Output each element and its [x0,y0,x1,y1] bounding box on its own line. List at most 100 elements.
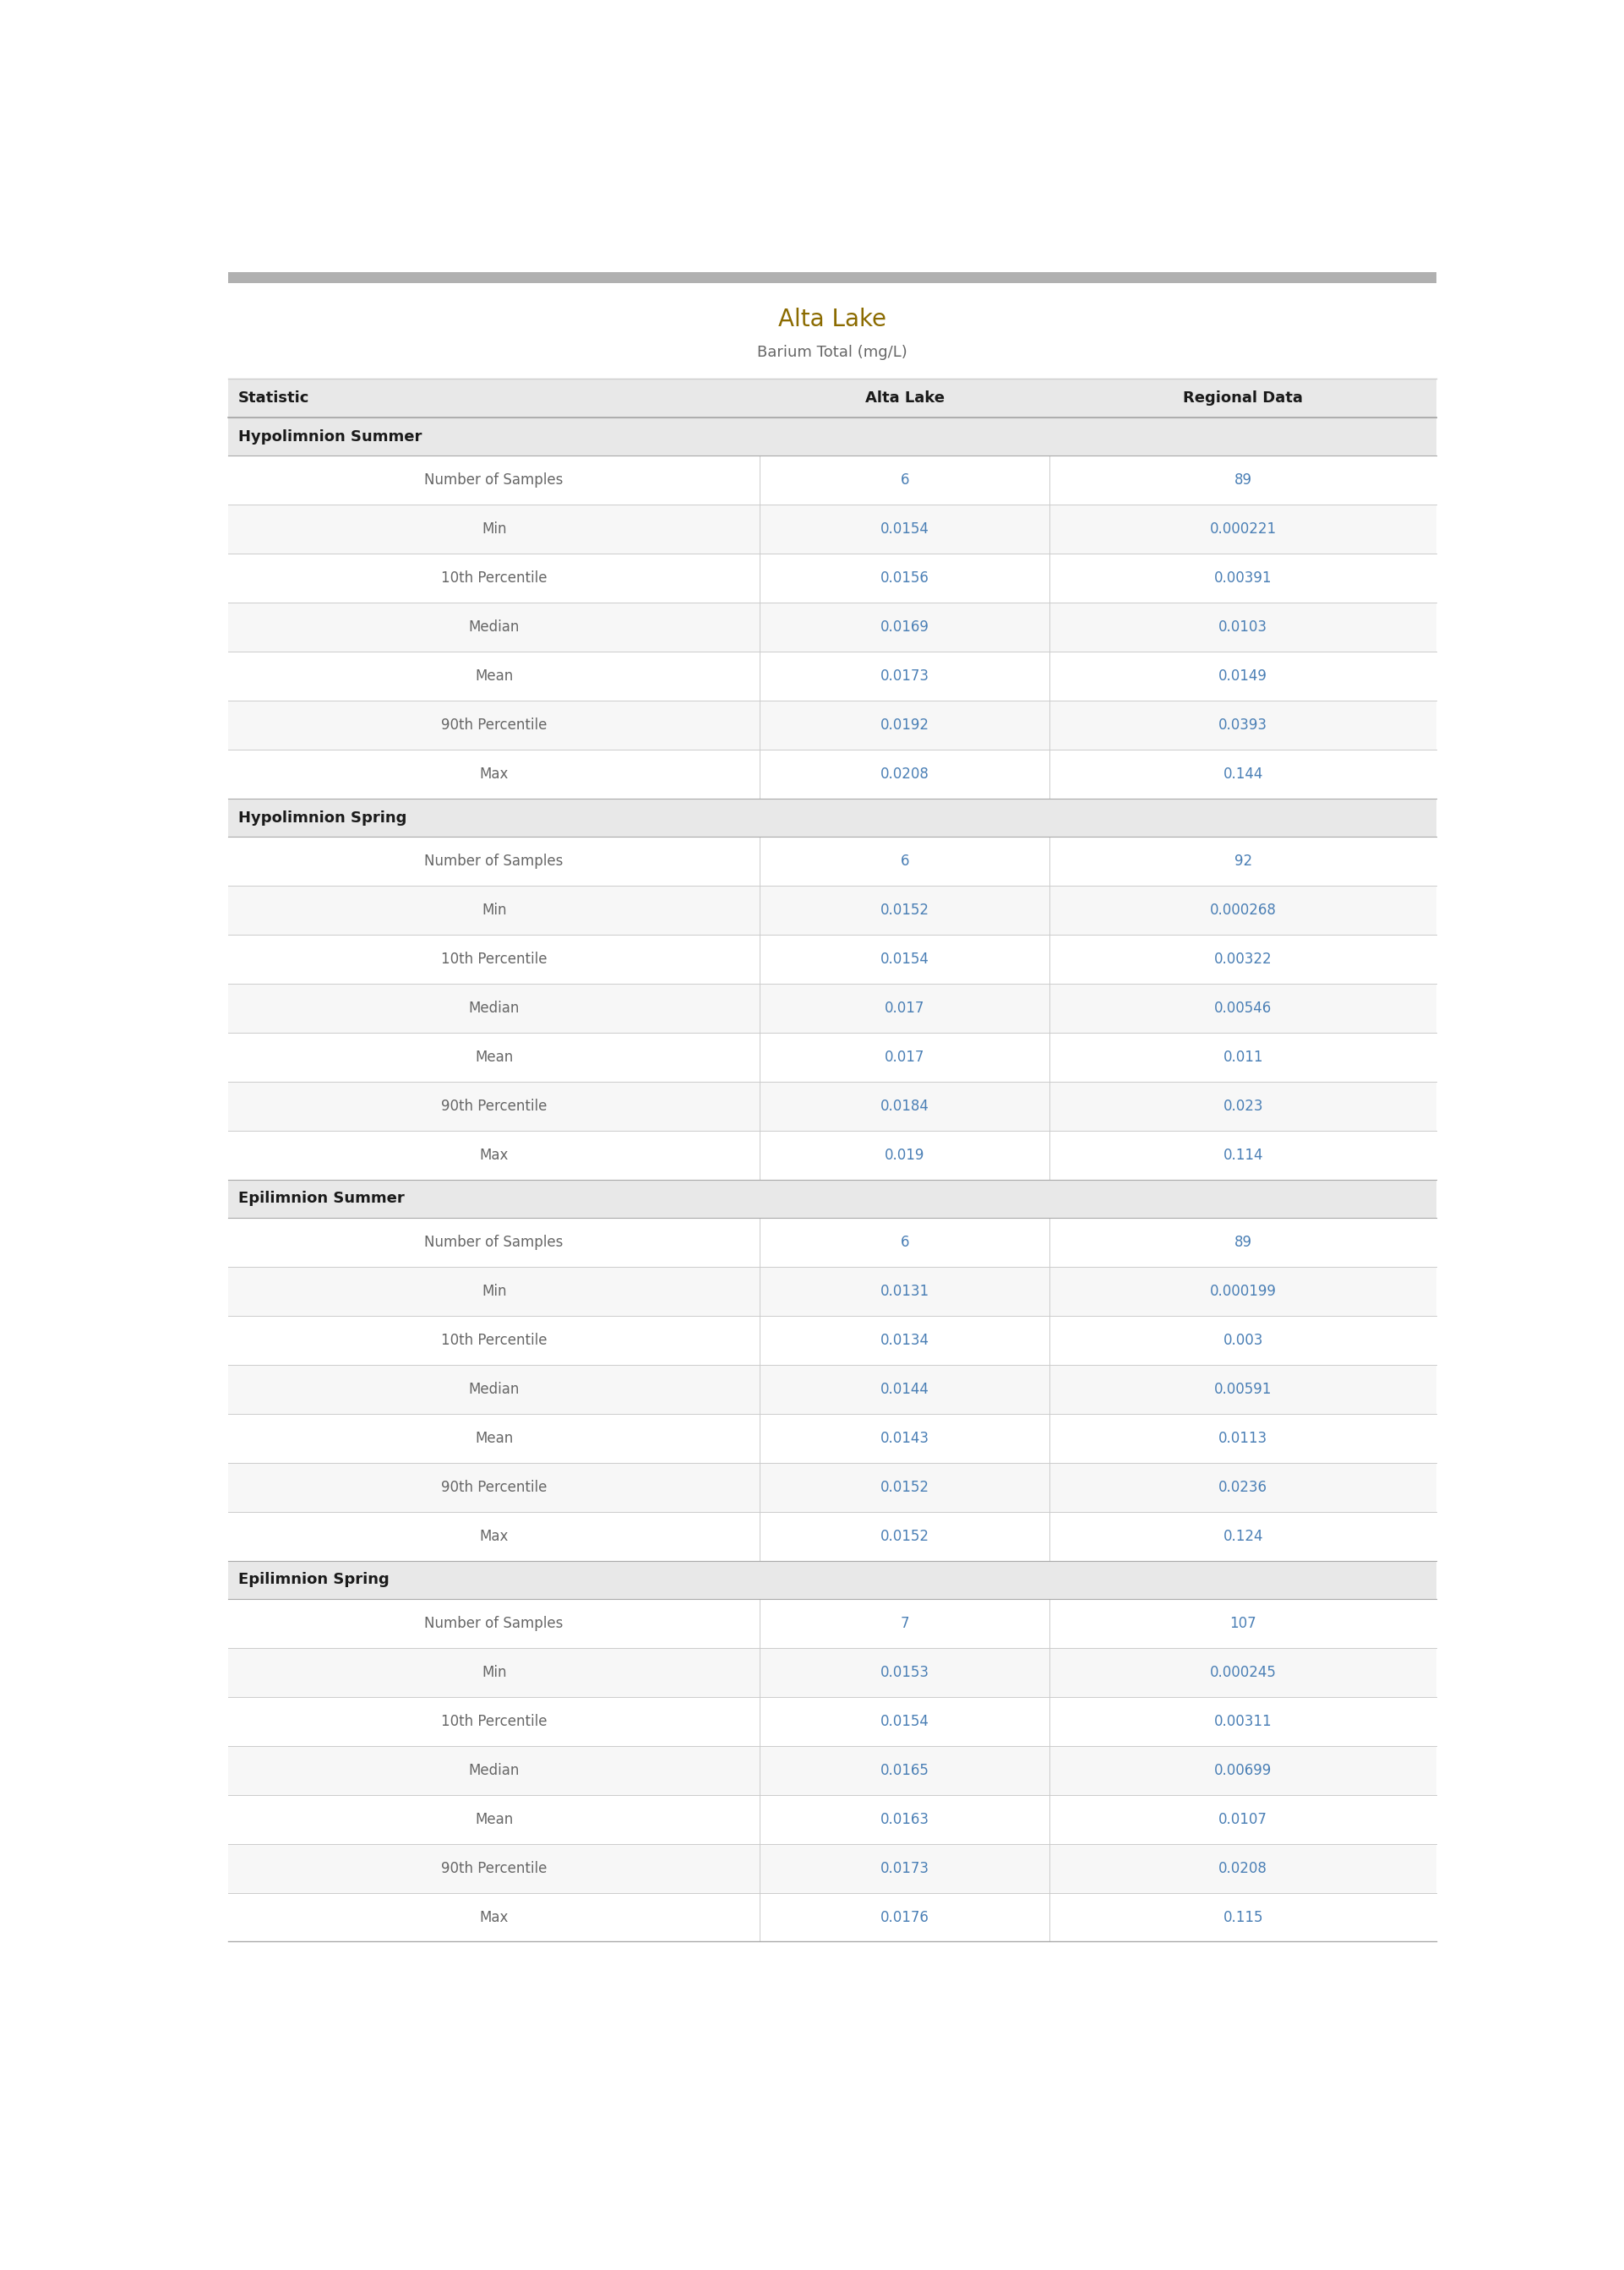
FancyBboxPatch shape [227,749,1437,799]
FancyBboxPatch shape [227,1648,1437,1698]
Text: Min: Min [482,1285,507,1298]
Text: Median: Median [468,1382,520,1396]
Text: Max: Max [479,1528,508,1544]
FancyBboxPatch shape [227,1843,1437,1893]
FancyBboxPatch shape [227,554,1437,604]
FancyBboxPatch shape [227,456,1437,504]
Text: 0.0103: 0.0103 [1218,620,1268,636]
Text: Mean: Mean [474,1430,513,1446]
Text: Regional Data: Regional Data [1184,390,1302,406]
Text: Statistic: Statistic [239,390,310,406]
Text: 0.011: 0.011 [1223,1049,1263,1065]
FancyBboxPatch shape [227,1364,1437,1414]
Text: 0.0154: 0.0154 [880,522,929,538]
FancyBboxPatch shape [227,1462,1437,1512]
Text: Max: Max [479,1909,508,1925]
Text: 0.0393: 0.0393 [1218,717,1268,733]
Text: Hypolimnion Summer: Hypolimnion Summer [239,429,422,445]
Text: 0.144: 0.144 [1223,767,1263,781]
Text: 0.019: 0.019 [885,1146,924,1162]
Text: 0.0169: 0.0169 [880,620,929,636]
Text: Min: Min [482,903,507,917]
Text: 0.0208: 0.0208 [880,767,929,781]
Text: 0.00322: 0.00322 [1215,951,1272,967]
FancyBboxPatch shape [227,1698,1437,1746]
Text: 89: 89 [1234,472,1252,488]
FancyBboxPatch shape [227,701,1437,749]
FancyBboxPatch shape [227,272,1437,284]
Text: 10th Percentile: 10th Percentile [442,570,547,586]
Text: Hypolimnion Spring: Hypolimnion Spring [239,810,406,826]
Text: 0.00546: 0.00546 [1215,1001,1272,1017]
FancyBboxPatch shape [227,885,1437,935]
FancyBboxPatch shape [227,1180,1437,1219]
Text: 0.0236: 0.0236 [1218,1480,1268,1496]
Text: 0.0144: 0.0144 [880,1382,929,1396]
Text: 0.0184: 0.0184 [880,1099,929,1115]
Text: 0.0152: 0.0152 [880,903,929,917]
Text: 90th Percentile: 90th Percentile [442,1480,547,1496]
FancyBboxPatch shape [227,1512,1437,1559]
Text: Number of Samples: Number of Samples [424,854,564,869]
Text: 0.0153: 0.0153 [880,1664,929,1680]
Text: 6: 6 [900,472,909,488]
FancyBboxPatch shape [227,504,1437,554]
Text: Number of Samples: Number of Samples [424,1616,564,1632]
Text: 10th Percentile: 10th Percentile [442,951,547,967]
Text: 0.000245: 0.000245 [1210,1664,1276,1680]
Text: 6: 6 [900,854,909,869]
Text: 0.017: 0.017 [885,1049,924,1065]
Text: 0.0192: 0.0192 [880,717,929,733]
Text: 10th Percentile: 10th Percentile [442,1714,547,1730]
FancyBboxPatch shape [227,799,1437,838]
FancyBboxPatch shape [227,1746,1437,1796]
FancyBboxPatch shape [227,1083,1437,1130]
Text: Barium Total (mg/L): Barium Total (mg/L) [757,345,908,359]
Text: Median: Median [468,1764,520,1777]
Text: 0.0143: 0.0143 [880,1430,929,1446]
Text: Median: Median [468,1001,520,1017]
FancyBboxPatch shape [227,1130,1437,1180]
FancyBboxPatch shape [227,1317,1437,1364]
Text: Median: Median [468,620,520,636]
Text: Epilimnion Summer: Epilimnion Summer [239,1192,404,1205]
Text: Mean: Mean [474,670,513,683]
Text: 89: 89 [1234,1235,1252,1251]
FancyBboxPatch shape [227,1598,1437,1648]
Text: Max: Max [479,1146,508,1162]
Text: 0.0165: 0.0165 [880,1764,929,1777]
Text: 0.0208: 0.0208 [1218,1861,1268,1875]
Text: 90th Percentile: 90th Percentile [442,1861,547,1875]
Text: 0.00699: 0.00699 [1215,1764,1272,1777]
Text: 0.114: 0.114 [1223,1146,1263,1162]
FancyBboxPatch shape [227,935,1437,983]
Text: 0.000221: 0.000221 [1210,522,1276,538]
Text: 0.0163: 0.0163 [880,1811,929,1827]
Text: 0.017: 0.017 [885,1001,924,1017]
FancyBboxPatch shape [227,1414,1437,1462]
Text: 0.0134: 0.0134 [880,1332,929,1348]
Text: 0.0107: 0.0107 [1218,1811,1268,1827]
Text: 0.0152: 0.0152 [880,1528,929,1544]
Text: 0.023: 0.023 [1223,1099,1263,1115]
Text: Number of Samples: Number of Samples [424,472,564,488]
Text: Alta Lake: Alta Lake [778,309,887,331]
Text: 0.0154: 0.0154 [880,1714,929,1730]
Text: 0.00391: 0.00391 [1215,570,1272,586]
FancyBboxPatch shape [227,379,1437,418]
Text: Min: Min [482,1664,507,1680]
Text: Mean: Mean [474,1049,513,1065]
Text: 92: 92 [1234,854,1252,869]
FancyBboxPatch shape [227,838,1437,885]
Text: 0.0156: 0.0156 [880,570,929,586]
FancyBboxPatch shape [227,1559,1437,1598]
Text: 10th Percentile: 10th Percentile [442,1332,547,1348]
Text: Number of Samples: Number of Samples [424,1235,564,1251]
Text: 0.003: 0.003 [1223,1332,1263,1348]
FancyBboxPatch shape [227,1033,1437,1083]
Text: 0.0173: 0.0173 [880,1861,929,1875]
Text: 0.000199: 0.000199 [1210,1285,1276,1298]
Text: Alta Lake: Alta Lake [866,390,945,406]
FancyBboxPatch shape [227,983,1437,1033]
Text: 90th Percentile: 90th Percentile [442,1099,547,1115]
